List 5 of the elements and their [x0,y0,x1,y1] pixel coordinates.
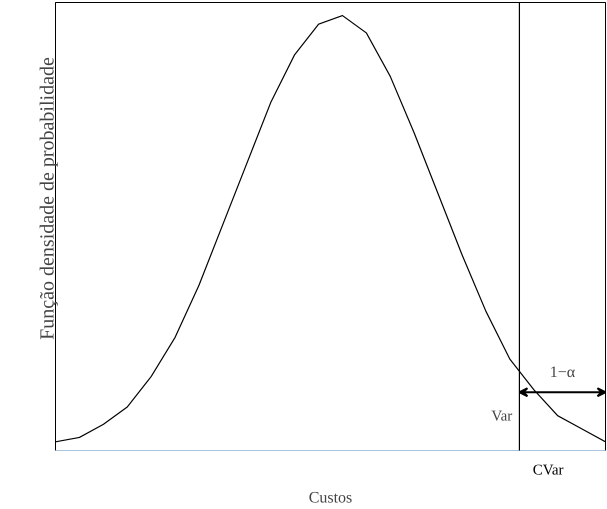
x-axis-title: Custos [308,490,352,506]
annotation: 1−α [550,364,576,381]
annotation: Var [491,408,512,424]
y-axis-title: Função densidade de probabilidade [36,57,58,340]
text: CVar [532,462,564,478]
